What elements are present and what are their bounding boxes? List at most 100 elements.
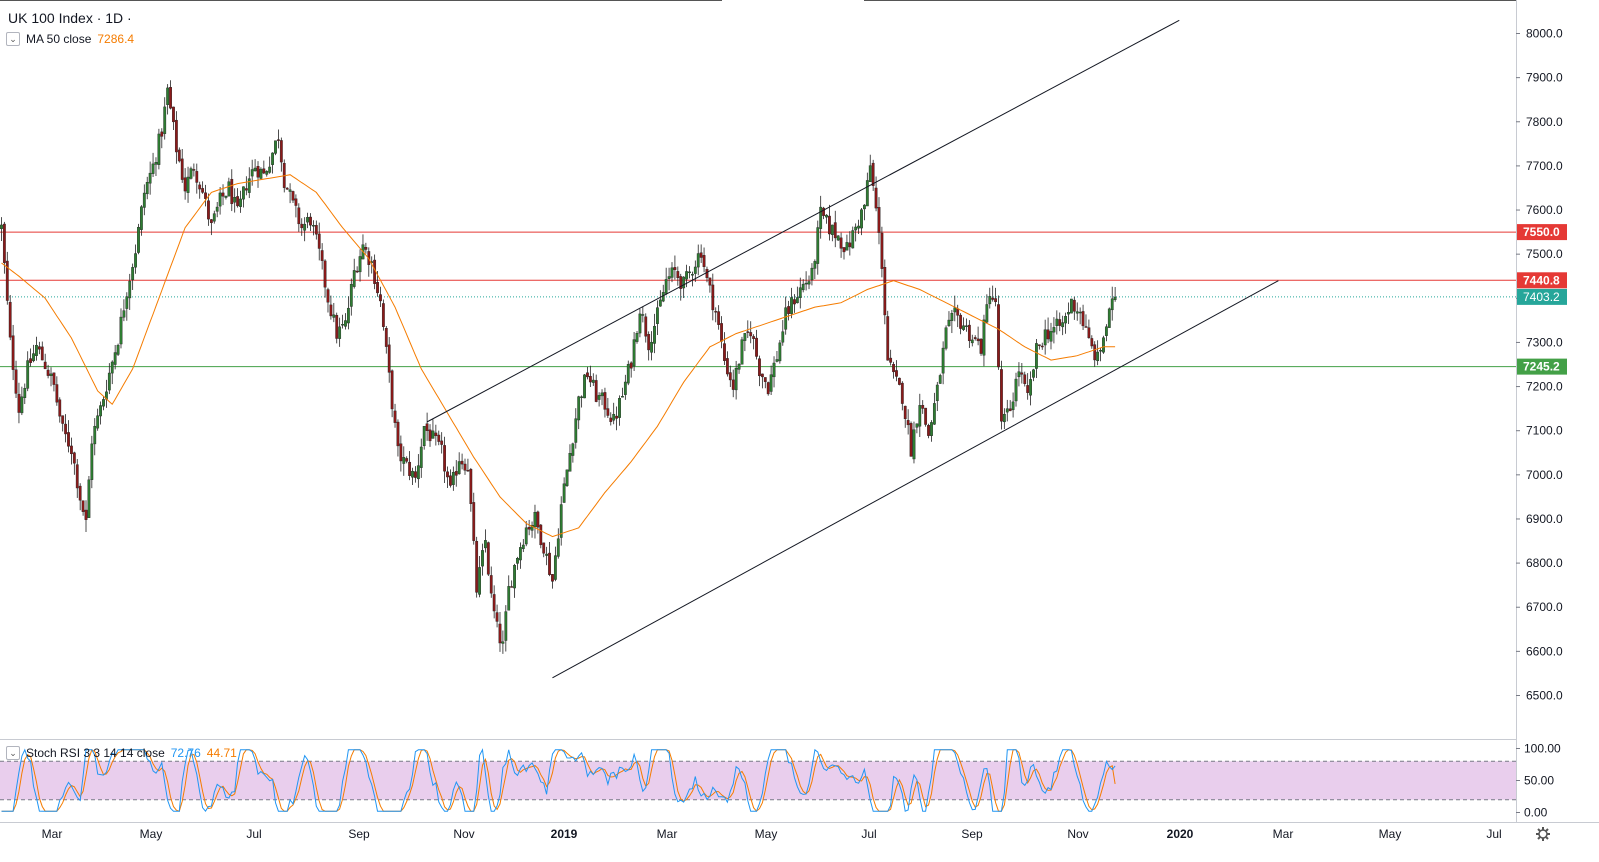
candle-up bbox=[688, 271, 691, 274]
candle-up bbox=[857, 225, 860, 229]
stoch-tick-label: 50.00 bbox=[1524, 774, 1554, 788]
candle-up bbox=[1104, 326, 1108, 336]
time-tick-label: Jul bbox=[1486, 827, 1501, 841]
candle-down bbox=[55, 384, 59, 403]
candle-up bbox=[693, 266, 697, 274]
candle-down bbox=[906, 420, 910, 426]
candle-up bbox=[524, 527, 528, 545]
candle-up bbox=[239, 198, 242, 207]
candle-down bbox=[1037, 344, 1041, 346]
stoch-legend[interactable]: ⌄ Stoch RSI 3 3 14 14 close 72.76 44.71 bbox=[6, 746, 237, 760]
chevron-down-icon[interactable]: ⌄ bbox=[6, 746, 20, 760]
level-label-bg bbox=[1517, 224, 1567, 241]
candle-up bbox=[148, 172, 152, 184]
candle-up bbox=[953, 307, 957, 313]
candle-up bbox=[451, 472, 455, 485]
candle-up bbox=[131, 267, 135, 281]
last-price-label: 7403.2 bbox=[1523, 290, 1560, 304]
candle-up bbox=[358, 256, 362, 273]
candle-down bbox=[886, 316, 890, 361]
candle-down bbox=[198, 184, 202, 190]
candle-down bbox=[548, 552, 551, 575]
candle-up bbox=[740, 339, 744, 365]
candle-down bbox=[1081, 311, 1085, 327]
candle-down bbox=[758, 358, 761, 377]
candle-up bbox=[696, 253, 700, 268]
level-label-bg bbox=[1517, 272, 1567, 289]
candle-up bbox=[501, 641, 505, 644]
candle-up bbox=[163, 106, 167, 134]
candle-up bbox=[618, 398, 621, 418]
candle-up bbox=[1055, 318, 1059, 326]
candle-up bbox=[1029, 379, 1032, 396]
candle-up bbox=[1035, 343, 1038, 369]
candle-up bbox=[691, 274, 694, 276]
candle-up bbox=[577, 396, 581, 421]
candle-down bbox=[297, 207, 301, 225]
candle-up bbox=[215, 206, 219, 212]
price-tick-label: 7800.0 bbox=[1526, 115, 1563, 129]
stoch-k-line bbox=[1, 748, 1116, 813]
price-tick-label: 6700.0 bbox=[1526, 600, 1563, 614]
candle-down bbox=[294, 198, 298, 206]
candle-up bbox=[212, 213, 216, 222]
candle-up bbox=[559, 504, 563, 538]
candle-down bbox=[204, 192, 207, 199]
candle-down bbox=[399, 443, 403, 462]
candle-down bbox=[848, 242, 852, 248]
candle-down bbox=[991, 297, 995, 300]
candle-down bbox=[921, 404, 925, 409]
candle-up bbox=[521, 544, 525, 550]
candle-down bbox=[201, 188, 205, 193]
candle-down bbox=[495, 612, 499, 622]
settings-gear-icon[interactable] bbox=[1536, 827, 1550, 841]
trendlines[interactable] bbox=[426, 19, 1279, 679]
candle-down bbox=[787, 306, 791, 314]
candle-down bbox=[381, 303, 385, 327]
candle-up bbox=[312, 225, 315, 227]
candle-up bbox=[110, 361, 114, 374]
candle-down bbox=[842, 247, 846, 253]
candle-down bbox=[314, 225, 318, 235]
candle-down bbox=[449, 475, 452, 486]
candle-up bbox=[1102, 337, 1105, 353]
candle-down bbox=[1058, 319, 1062, 326]
candle-up bbox=[142, 192, 146, 208]
candle-down bbox=[2, 223, 6, 263]
time-tick-label: Nov bbox=[1067, 827, 1088, 841]
candle-up bbox=[868, 165, 872, 183]
price-tick-label: 7200.0 bbox=[1526, 380, 1563, 394]
chart-title[interactable]: UK 100 Index · 1D · bbox=[8, 10, 132, 26]
candle-up bbox=[553, 555, 557, 580]
candle-up bbox=[623, 381, 627, 395]
candle-up bbox=[1113, 296, 1117, 300]
candle-down bbox=[714, 311, 718, 313]
last-price-label-bg bbox=[1517, 288, 1567, 305]
candle-down bbox=[725, 358, 729, 375]
time-tick-label: Mar bbox=[657, 827, 678, 841]
candle-up bbox=[1067, 312, 1070, 315]
candle-down bbox=[702, 255, 706, 268]
candle-down bbox=[673, 267, 677, 270]
candle-up bbox=[912, 429, 916, 460]
candle-down bbox=[230, 178, 234, 205]
candle-down bbox=[644, 316, 648, 337]
candle-down bbox=[70, 445, 73, 455]
candle-down bbox=[536, 511, 540, 528]
candle-up bbox=[1075, 311, 1079, 314]
time-axis[interactable]: Mar May Jul Sep Nov 2019 Mar May Jul Sep Nov 2020 Ma… bbox=[42, 827, 1502, 841]
candle-down bbox=[749, 332, 753, 337]
time-tick-label: 2020 bbox=[1167, 827, 1194, 841]
ma-legend[interactable]: ⌄ MA 50 close 7286.4 bbox=[6, 32, 134, 46]
stoch-legend-label: Stoch RSI 3 3 14 14 close bbox=[26, 746, 165, 760]
candle-up bbox=[819, 206, 823, 229]
candle-up bbox=[682, 276, 686, 289]
candle-up bbox=[457, 461, 461, 475]
candle-down bbox=[1084, 326, 1088, 328]
candle-up bbox=[125, 296, 129, 309]
candle-down bbox=[78, 485, 82, 501]
chevron-down-icon[interactable]: ⌄ bbox=[6, 32, 20, 46]
candle-down bbox=[396, 421, 400, 447]
time-tick-label: May bbox=[755, 827, 778, 841]
